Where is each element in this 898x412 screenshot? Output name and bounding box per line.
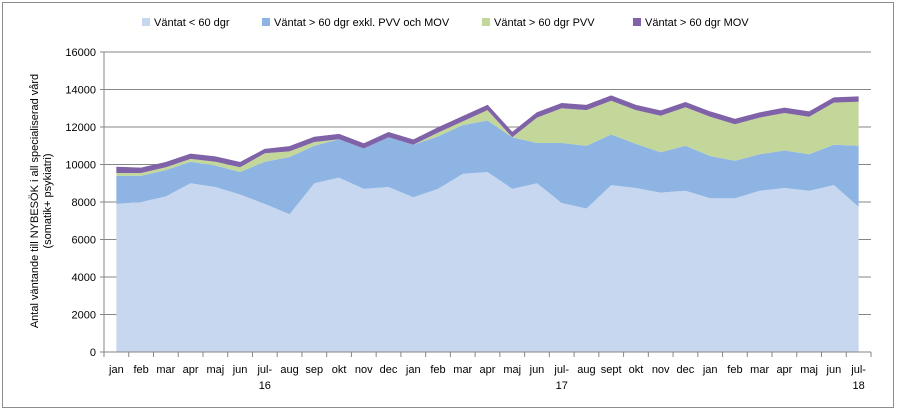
axes [100, 51, 872, 357]
x-tick-label: sept [601, 364, 622, 376]
area-series-2 [116, 120, 859, 215]
x-tick-label: mar [156, 364, 175, 376]
x-tick-label: jun [826, 364, 842, 376]
y-tick-label: 10000 [65, 160, 96, 172]
x-tick-label: nov [355, 364, 373, 376]
x-tick-label: feb [133, 364, 148, 376]
y-tick-label: 0 [90, 347, 96, 359]
legend: Väntat < 60 dgr Väntat > 60 dgr exkl. PVV… [142, 17, 749, 29]
x-tick-label: dec [677, 364, 695, 376]
y-tick-label: 6000 [72, 235, 96, 247]
x-tick-label: apr [480, 364, 496, 376]
legend-label: Väntat > 60 dgr PVV [494, 17, 595, 29]
x-tick-label: okt [629, 364, 644, 376]
y-tick-label: 16000 [65, 47, 96, 59]
x-tick-label: sep [305, 364, 323, 376]
x-tick-label: nov [652, 364, 670, 376]
x-tick-label: jul- [553, 364, 569, 376]
x-tick-label: maj [503, 364, 521, 376]
x-tick-label: jun [529, 364, 545, 376]
x-tick-label: jan [702, 364, 718, 376]
x-tick-label: maj [206, 364, 224, 376]
y-tick-label: 2000 [72, 310, 96, 322]
x-tick-label: feb [727, 364, 742, 376]
x-tick-labels: jan feb mar apr maj jun jul-aug sep okt nov dec jan… [108, 364, 866, 392]
y-axis-title-line2: (somatik+ psykiatri) [42, 153, 54, 248]
y-tick-label: 12000 [65, 122, 96, 134]
x-tick-label: apr [183, 364, 199, 376]
x-year-label: 17 [556, 380, 568, 392]
x-tick-label: apr [776, 364, 792, 376]
x-year-label: 16 [259, 380, 271, 392]
legend-swatch [142, 18, 150, 26]
legend-label: Väntat < 60 dgr [154, 17, 230, 29]
legend-label: Väntat > 60 dgr exkl. PVV och MOV [274, 17, 450, 29]
x-tick-label: jul- [256, 364, 272, 376]
x-tick-label: jan [108, 364, 124, 376]
x-tick-label: dec [380, 364, 398, 376]
legend-swatch [633, 18, 641, 26]
x-tick-label: feb [430, 364, 445, 376]
x-tick-label: mar [453, 364, 472, 376]
x-tick-label: okt [332, 364, 347, 376]
y-tick-label: 4000 [72, 272, 96, 284]
y-axis-title-line1: Antal väntande till NYBESÖK i all specia… [29, 74, 41, 328]
x-tick-label: aug [577, 364, 595, 376]
x-tick-label: maj [800, 364, 818, 376]
legend-swatch [482, 18, 490, 26]
area-series-3 [116, 100, 859, 176]
y-tick-label: 8000 [72, 197, 96, 209]
series-areas [116, 95, 859, 352]
x-tick-label: aug [280, 364, 298, 376]
x-tick-label: mar [750, 364, 769, 376]
y-tick-label: 14000 [65, 85, 96, 97]
x-tick-label: jan [405, 364, 421, 376]
area-series-1 [116, 172, 859, 352]
legend-swatch [262, 18, 270, 26]
area-top-outline [116, 95, 859, 169]
legend-label: Väntat > 60 dgr MOV [645, 17, 749, 29]
x-tick-label: jun [232, 364, 248, 376]
x-tick-label: jul- [850, 364, 866, 376]
x-year-label: 18 [853, 380, 865, 392]
y-tick-labels: 0 2000 4000 6000 8000 10000 12000 14000 16000 [65, 47, 96, 359]
